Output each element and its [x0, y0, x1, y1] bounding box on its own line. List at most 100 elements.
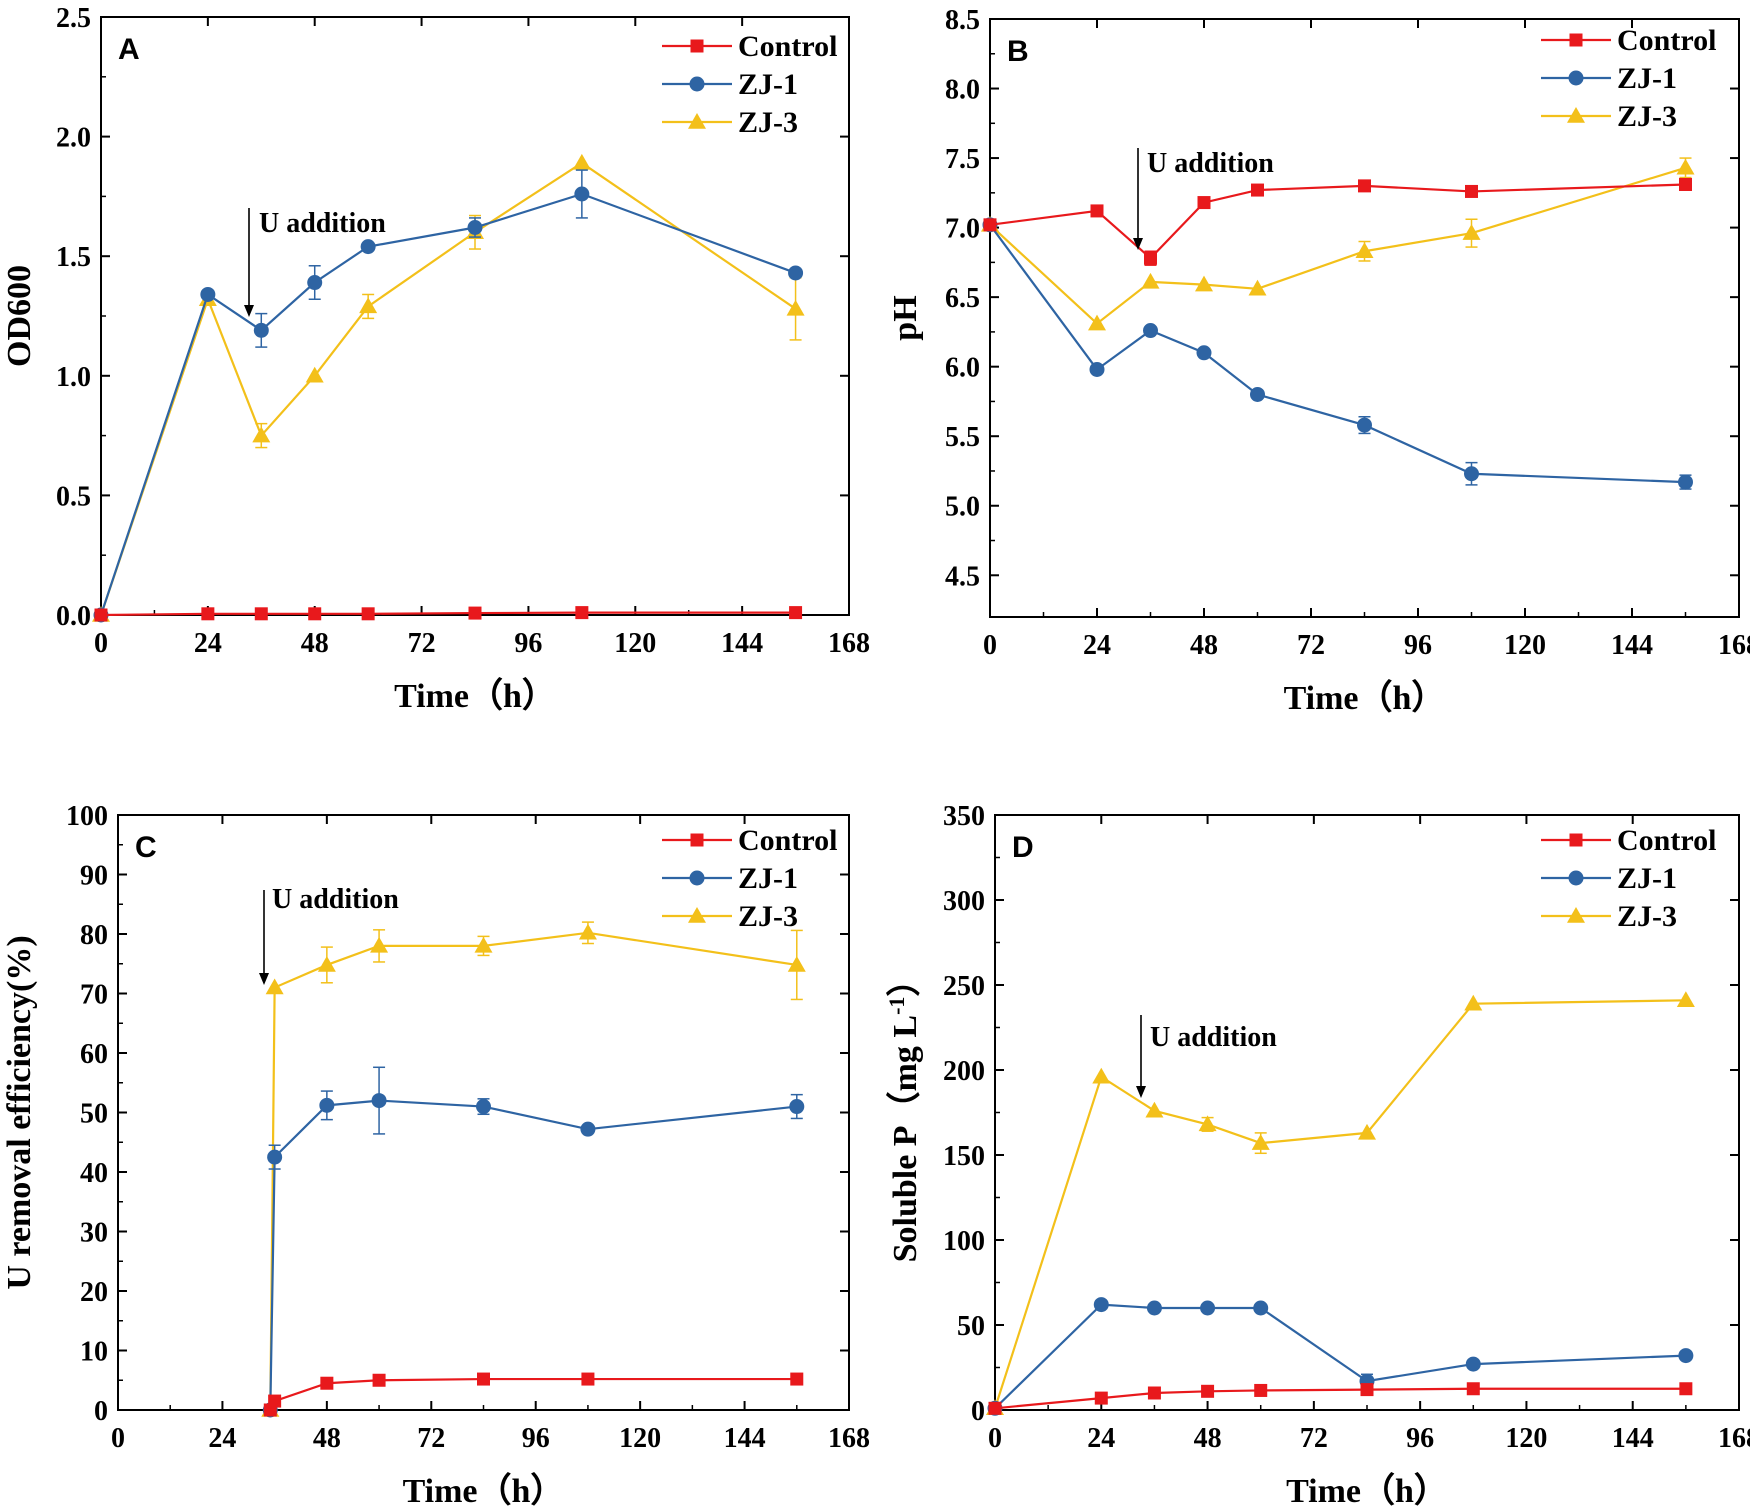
data-point — [94, 608, 108, 622]
data-point — [1251, 1134, 1270, 1150]
x-tick-label: 72 — [408, 628, 436, 659]
x-tick-label: 24 — [194, 628, 222, 659]
data-point — [1465, 1356, 1481, 1372]
data-point — [201, 607, 215, 621]
series-control — [263, 1372, 804, 1417]
data-point — [319, 1097, 335, 1113]
data-point — [1147, 1386, 1161, 1400]
x-tick-label: 0 — [111, 1423, 125, 1454]
data-point — [1093, 1297, 1109, 1313]
legend-marker — [690, 39, 704, 53]
annotation-text: U addition — [259, 208, 386, 239]
data-point — [786, 299, 805, 316]
data-point — [789, 1099, 805, 1115]
legend: Control ZJ-1 ZJ-3 — [662, 30, 837, 139]
x-tick-label: 168 — [1718, 1423, 1750, 1454]
legend-label: ZJ-1 — [738, 862, 798, 895]
y-tick-label: 7.5 — [945, 144, 980, 175]
y-tick-label: 6.5 — [945, 283, 980, 314]
data-point — [1143, 323, 1158, 339]
data-point — [308, 607, 322, 621]
data-point — [1254, 1383, 1268, 1397]
series-zj-3 — [981, 157, 1695, 331]
data-point — [1198, 1115, 1217, 1132]
series-zj-3 — [986, 991, 1695, 1416]
x-tick-label: 0 — [94, 628, 108, 659]
annotation-arrow-head — [244, 305, 254, 317]
series-line — [99, 192, 796, 616]
series-control — [94, 606, 803, 622]
legend-marker — [689, 76, 705, 92]
legend-label: Control — [1617, 24, 1716, 57]
legend-marker — [1568, 70, 1584, 86]
data-point — [1464, 466, 1479, 482]
x-tick-label: 72 — [1300, 1423, 1328, 1454]
y-tick-label: 100 — [943, 1226, 985, 1257]
x-tick-label: 48 — [1190, 630, 1218, 661]
data-point — [1088, 314, 1106, 331]
y-tick-label: 40 — [80, 1158, 108, 1189]
data-point — [1092, 1067, 1111, 1084]
data-point — [268, 1394, 282, 1408]
legend-label: ZJ-3 — [738, 900, 798, 933]
legend-label: Control — [738, 824, 837, 857]
y-tick-label: 5.5 — [945, 422, 980, 453]
data-point — [1358, 179, 1371, 193]
data-point — [1358, 1123, 1376, 1140]
y-tick-label: 80 — [80, 920, 108, 951]
u-addition-annotation: U addition — [259, 884, 399, 985]
series-line — [994, 1303, 1686, 1410]
x-tick-label: 168 — [828, 1423, 870, 1454]
data-point — [1250, 386, 1265, 402]
chart-panel-a: 0 24 48 72 96 120 144 168 0.0 0.5 1.0 1.5 2.0 2.5 Time… — [1, 3, 870, 715]
x-tick-label: 48 — [313, 1423, 341, 1454]
u-addition-annotation: U addition — [1133, 148, 1274, 250]
x-tick-label: 96 — [1406, 1423, 1434, 1454]
legend: Control ZJ-1 ZJ-3 — [1541, 24, 1716, 133]
y-tick-label: 300 — [943, 886, 985, 917]
y-tick-label: 0 — [971, 1396, 985, 1427]
y-tick-label: 250 — [943, 971, 985, 1002]
y-tick-label: 7.0 — [945, 214, 980, 245]
data-point — [467, 219, 483, 235]
data-point — [359, 297, 378, 314]
data-point — [474, 936, 493, 953]
x-tick-label: 144 — [1612, 1423, 1654, 1454]
panel-letter: D — [1012, 831, 1034, 864]
data-point — [1679, 177, 1692, 191]
legend-marker — [1567, 107, 1585, 123]
series-line — [99, 161, 797, 616]
data-point — [1464, 994, 1483, 1011]
data-point — [1355, 242, 1374, 258]
y-tick-label: 5.0 — [945, 492, 980, 523]
y-tick-label: 20 — [80, 1277, 108, 1308]
data-point — [1094, 1391, 1108, 1405]
y-tick-label: 6.0 — [945, 353, 980, 384]
series-zj-1 — [93, 169, 804, 623]
data-point — [1248, 279, 1267, 296]
data-point — [317, 955, 336, 972]
y-tick-label: 10 — [80, 1337, 108, 1368]
data-point — [372, 1373, 386, 1387]
x-axis-title: Time（h） — [1286, 1471, 1448, 1510]
plot-frame — [100, 16, 850, 616]
legend: Control ZJ-1 ZJ-3 — [1541, 824, 1716, 933]
data-point — [1145, 1101, 1164, 1118]
data-point — [1679, 1382, 1693, 1396]
legend-label: ZJ-1 — [1617, 62, 1677, 95]
data-point — [477, 1372, 490, 1386]
data-point — [1676, 991, 1695, 1008]
data-point — [267, 1149, 283, 1165]
legend-marker — [688, 907, 706, 923]
x-tick-label: 0 — [988, 1423, 1002, 1454]
y-tick-label: 70 — [80, 980, 108, 1011]
data-point — [370, 936, 389, 953]
y-tick-label: 2.5 — [56, 3, 91, 34]
x-tick-label: 120 — [614, 628, 656, 659]
x-axis-title: Time（h） — [394, 676, 556, 715]
x-tick-label: 168 — [1718, 630, 1750, 661]
data-point — [988, 1401, 1002, 1415]
y-tick-label: 0.0 — [56, 601, 91, 632]
x-tick-label: 144 — [724, 1423, 766, 1454]
x-tick-label: 120 — [1505, 1423, 1547, 1454]
